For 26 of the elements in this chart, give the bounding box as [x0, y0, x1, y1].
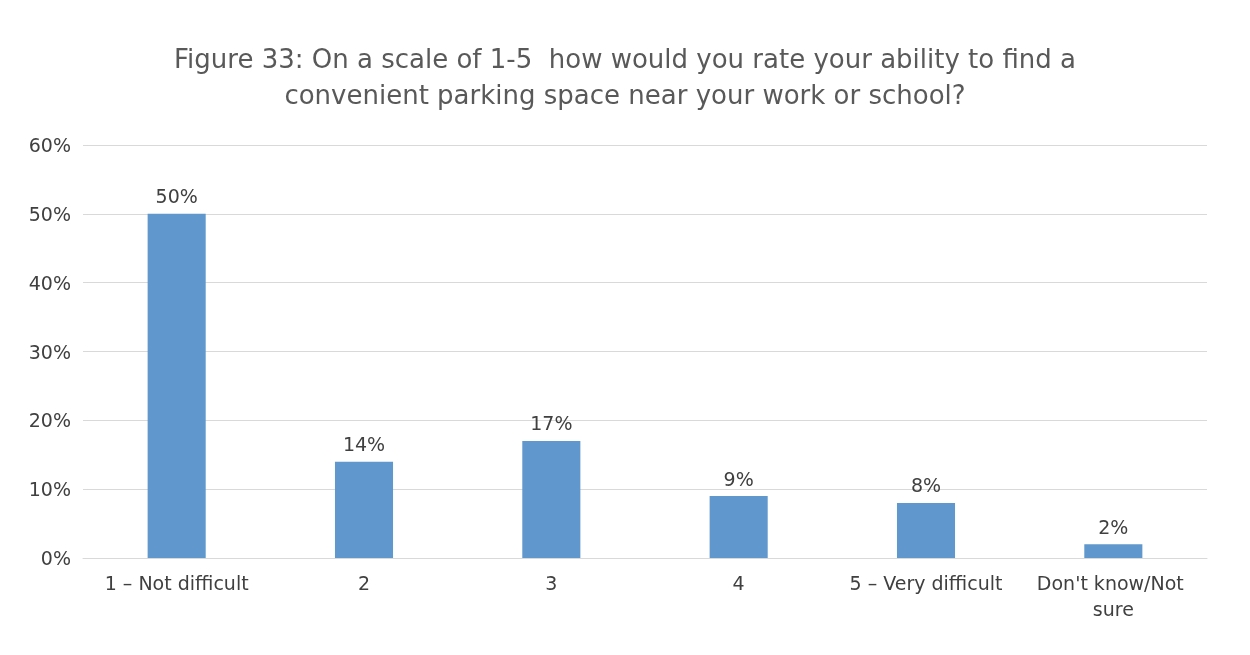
y-tick-label: 40%: [28, 271, 71, 294]
bar: [1084, 544, 1143, 558]
data-label: 50%: [155, 185, 198, 208]
bar: [896, 502, 956, 558]
data-label: 17%: [530, 412, 573, 435]
data-label: 14%: [342, 433, 386, 456]
bar: [334, 461, 394, 558]
y-tick-label: 60%: [28, 134, 71, 156]
x-tick-label: Don't know/Not sure: [1036, 572, 1190, 620]
bar: [709, 496, 768, 558]
y-tick-label: 0%: [40, 547, 71, 569]
x-tick-label: 1 – Not difficult: [104, 572, 249, 594]
bar: [522, 440, 581, 558]
y-tick-label: 10%: [28, 478, 71, 501]
y-tick-label: 20%: [28, 409, 71, 432]
y-tick-label: 30%: [28, 340, 71, 363]
x-tick-label: 2: [357, 572, 371, 594]
chart-title: Figure 33: On a scale of 1-5 how would you rate your ability to find a convenient parking space near your work or school?: [173, 44, 1077, 110]
data-label: 9%: [723, 467, 754, 490]
x-tick-label: 3: [545, 572, 558, 594]
bar: [147, 213, 206, 558]
x-tick-label: 5 – Very difficult: [849, 572, 1003, 594]
x-tick-label: 4: [732, 572, 745, 594]
y-tick-label: 50%: [28, 202, 71, 225]
data-label: 2%: [1098, 515, 1129, 538]
data-label: 8%: [910, 474, 942, 497]
